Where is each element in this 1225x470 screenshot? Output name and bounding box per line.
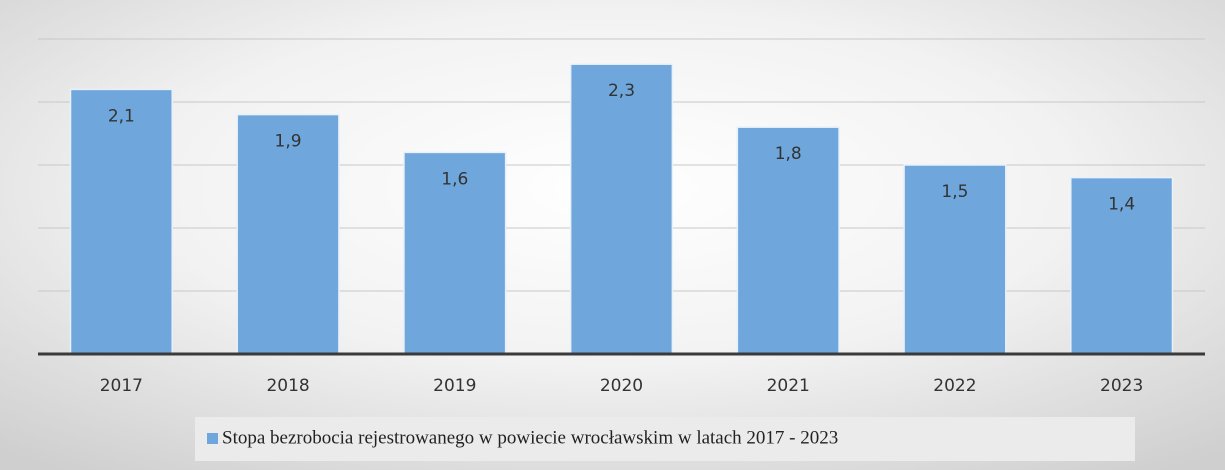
x-tick-label: 2017 bbox=[100, 376, 143, 396]
data-label: 1,9 bbox=[275, 132, 302, 152]
bar bbox=[569, 63, 674, 355]
x-tick-label: 2019 bbox=[433, 376, 476, 396]
x-tick-label: 2020 bbox=[600, 376, 643, 396]
legend-box bbox=[195, 417, 1135, 461]
data-label: 1,5 bbox=[941, 182, 968, 202]
x-tick-label: 2023 bbox=[1100, 376, 1143, 396]
bar bbox=[736, 126, 840, 355]
data-label: 2,1 bbox=[108, 106, 135, 126]
data-label: 1,4 bbox=[1108, 195, 1135, 215]
legend-swatch bbox=[207, 433, 218, 444]
bar bbox=[236, 113, 340, 355]
x-tick-label: 2022 bbox=[933, 376, 976, 396]
bar bbox=[903, 164, 1007, 355]
bar bbox=[403, 151, 507, 355]
data-label: 2,3 bbox=[608, 81, 635, 101]
data-label: 1,6 bbox=[441, 169, 468, 189]
legend-label: Stopa bezrobocia rejestrowanego w powiec… bbox=[222, 427, 838, 448]
x-tick-label: 2018 bbox=[266, 376, 309, 396]
data-label: 1,8 bbox=[775, 144, 802, 164]
x-tick-label: 2021 bbox=[767, 376, 810, 396]
bar bbox=[69, 88, 173, 355]
